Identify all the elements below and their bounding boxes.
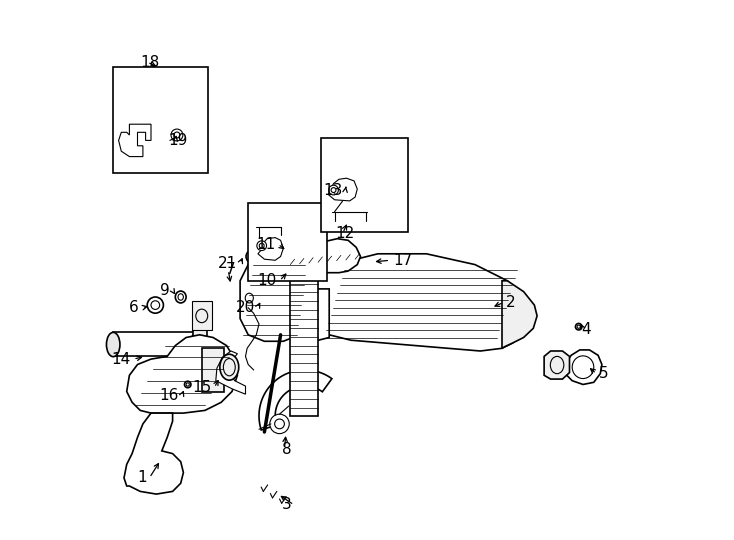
Text: 4: 4	[581, 322, 591, 337]
Circle shape	[270, 414, 289, 434]
Text: 7: 7	[226, 262, 236, 278]
Polygon shape	[259, 370, 332, 430]
Bar	[248, 202, 327, 281]
Text: 20: 20	[236, 300, 255, 315]
Text: 3: 3	[282, 497, 291, 512]
Ellipse shape	[175, 291, 186, 303]
Text: 13: 13	[323, 183, 343, 198]
Text: 16: 16	[160, 388, 179, 403]
Text: 18: 18	[140, 55, 159, 70]
Bar	[291, 259, 319, 416]
Polygon shape	[288, 239, 360, 274]
Ellipse shape	[329, 185, 338, 195]
Text: 2: 2	[506, 295, 516, 310]
Ellipse shape	[220, 354, 239, 380]
Bar	[203, 348, 224, 392]
Bar	[113, 332, 197, 356]
Ellipse shape	[575, 323, 582, 330]
Text: 6: 6	[129, 300, 139, 315]
Circle shape	[246, 250, 259, 263]
Text: 5: 5	[599, 366, 608, 381]
Ellipse shape	[106, 332, 120, 357]
Text: 15: 15	[192, 380, 211, 395]
Polygon shape	[240, 256, 308, 341]
Polygon shape	[216, 351, 245, 394]
Text: 21: 21	[218, 256, 237, 271]
Polygon shape	[258, 238, 283, 260]
Polygon shape	[127, 335, 237, 413]
Text: 12: 12	[335, 226, 355, 241]
Bar	[321, 138, 407, 232]
Polygon shape	[564, 350, 602, 384]
Bar	[113, 68, 208, 173]
Text: 9: 9	[160, 283, 170, 298]
Ellipse shape	[171, 129, 183, 141]
Polygon shape	[544, 351, 570, 379]
Polygon shape	[328, 178, 357, 201]
Text: 14: 14	[112, 352, 131, 367]
Polygon shape	[124, 413, 184, 494]
Ellipse shape	[245, 293, 253, 303]
Bar	[193, 328, 206, 361]
Text: 11: 11	[256, 237, 275, 252]
Text: 10: 10	[258, 273, 277, 288]
Ellipse shape	[257, 241, 266, 251]
Text: 19: 19	[168, 133, 188, 148]
Bar	[192, 301, 212, 330]
Text: 1: 1	[137, 470, 147, 485]
Polygon shape	[286, 289, 330, 340]
Text: 8: 8	[283, 442, 292, 457]
Polygon shape	[119, 124, 151, 157]
Polygon shape	[305, 254, 529, 351]
Ellipse shape	[184, 381, 191, 388]
Ellipse shape	[148, 297, 164, 313]
Text: 17: 17	[393, 253, 413, 268]
Polygon shape	[502, 281, 537, 348]
